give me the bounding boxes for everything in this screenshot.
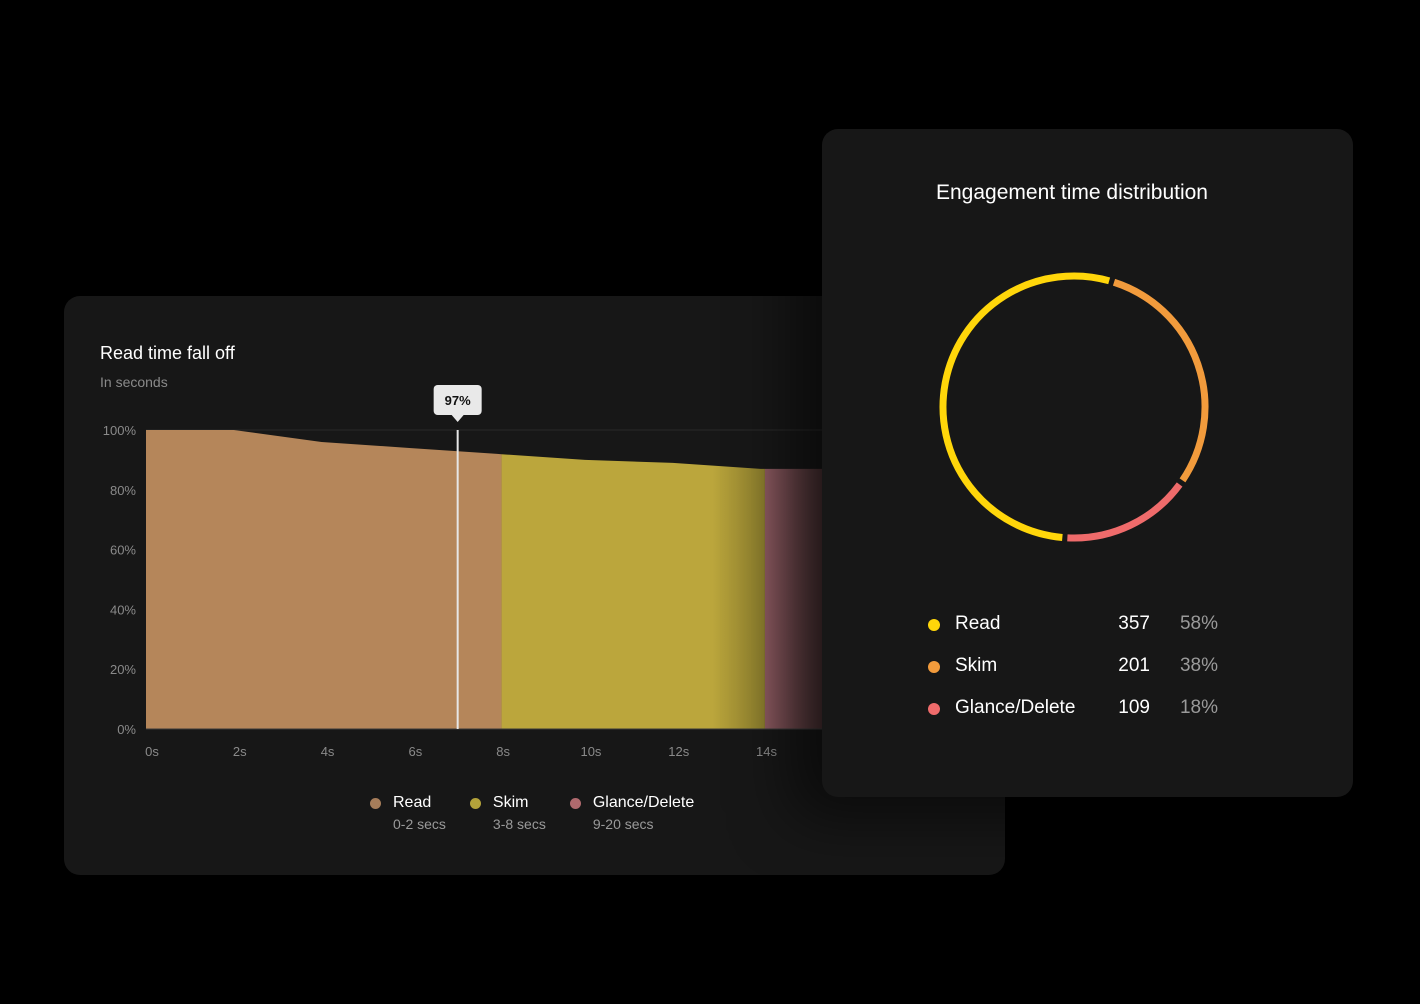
x-tick-label: 6s — [409, 744, 423, 759]
distribution-percent-glance: 18% — [1179, 697, 1218, 718]
tooltip-box — [433, 385, 482, 415]
falloff-chart-subtitle: In seconds — [100, 374, 168, 390]
distribution-percent-skim: 38% — [1179, 655, 1218, 676]
distribution-row-skim[interactable]: Skim 201 38% — [928, 653, 1248, 695]
y-tick-label: 40% — [110, 602, 136, 617]
distribution-donut-chart[interactable] — [822, 129, 1353, 797]
distribution-row-glance[interactable]: Glance/Delete 109 18% — [928, 695, 1248, 737]
distribution-row-read[interactable]: Read 357 58% — [928, 611, 1248, 653]
distribution-count-read: 357 — [1118, 613, 1150, 634]
legend-range-glance: 9-20 secs — [592, 816, 654, 832]
legend-item-read[interactable]: Read 0-2 secs — [370, 793, 446, 834]
x-tick-label: 0s — [145, 744, 159, 759]
distribution-count-glance: 109 — [1118, 697, 1150, 718]
falloff-legend: Read 0-2 secs Skim 3-8 secs Glance/Delet… — [370, 793, 718, 834]
y-tick-label: 60% — [110, 543, 136, 558]
tooltip-pointer — [451, 415, 464, 422]
donut-slice-read — [939, 272, 1111, 541]
x-tick-label: 12s — [668, 744, 689, 759]
area-segment-read — [146, 430, 502, 729]
x-tick-label: 2s — [233, 744, 247, 759]
x-tick-label: 8s — [496, 744, 510, 759]
marker-tooltip: 97% — [433, 385, 482, 422]
legend-label-read: Read — [393, 794, 432, 811]
donut-slice-glance — [1067, 482, 1183, 542]
distribution-percent-read: 58% — [1179, 613, 1218, 634]
y-axis-ticks: 0% 20% 40% 60% 80% 100% — [103, 423, 137, 737]
x-axis-ticks: 0s 2s 4s 6s 8s 10s 12s 14s — [145, 744, 777, 759]
legend-range-skim: 3-8 secs — [492, 816, 546, 832]
distribution-dot-read — [928, 619, 940, 631]
donut-slice-skim — [1112, 278, 1209, 483]
distribution-count-skim: 201 — [1118, 655, 1150, 676]
engagement-distribution-card: Engagement time distribution Read 357 58… — [822, 129, 1353, 797]
legend-dot-skim — [469, 798, 481, 809]
legend-dot-read — [370, 798, 381, 809]
legend-item-skim[interactable]: Skim 3-8 secs — [469, 793, 546, 834]
x-tick-label: 4s — [321, 744, 335, 759]
y-tick-label: 20% — [110, 662, 136, 677]
area-segment-glance — [764, 468, 822, 729]
legend-label-glance: Glance/Delete — [592, 794, 695, 811]
legend-dot-glance — [569, 798, 581, 809]
y-tick-label: 80% — [110, 483, 136, 498]
x-tick-label: 14s — [756, 744, 777, 759]
falloff-chart-title: Read time fall off — [100, 343, 235, 363]
distribution-label-glance: Glance/Delete — [955, 697, 1076, 718]
distribution-label-read: Read — [955, 613, 1001, 634]
y-tick-label: 100% — [103, 423, 137, 438]
tooltip-label: 97% — [445, 393, 471, 408]
distribution-label-skim: Skim — [955, 655, 998, 676]
distribution-dot-skim — [928, 661, 940, 673]
distribution-chart-title: Engagement time distribution — [936, 181, 1208, 204]
y-tick-label: 0% — [117, 722, 136, 737]
distribution-dot-glance — [928, 703, 940, 715]
legend-label-skim: Skim — [492, 794, 529, 811]
legend-item-glance[interactable]: Glance/Delete 9-20 secs — [569, 793, 695, 834]
distribution-legend: Read 357 58% Skim 201 38% Glance/Delete … — [928, 611, 1248, 737]
area-segment-skim — [501, 454, 765, 729]
legend-range-read: 0-2 secs — [393, 816, 446, 832]
falloff-area-chart[interactable]: 0% 20% 40% 60% 80% 100% 0s 2s 4s 6s 8s 10s 12s 14s 97% — [64, 296, 1005, 875]
x-tick-label: 10s — [580, 744, 601, 759]
